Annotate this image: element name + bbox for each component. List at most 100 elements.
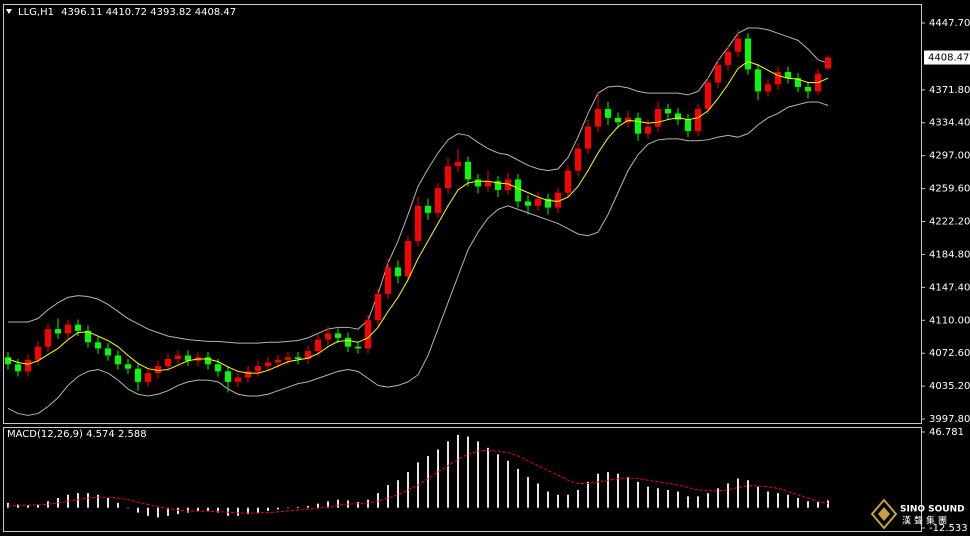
candle-body — [325, 333, 331, 340]
macd-bar — [787, 494, 789, 508]
candle-body — [615, 117, 621, 123]
macd-bar — [287, 507, 289, 509]
y-tick-label: 46.781 — [929, 427, 964, 438]
y-tick-label: 3997.80 — [929, 414, 970, 425]
macd-title: MACD(12,26,9) — [7, 429, 83, 440]
candle-body — [185, 355, 191, 361]
candle-body — [665, 109, 671, 114]
menu-arrow — [6, 9, 12, 14]
candle-body — [135, 368, 141, 382]
macd-bar — [667, 489, 669, 508]
macd-bar — [267, 507, 269, 511]
logo — [870, 498, 898, 530]
candle-body — [175, 355, 181, 360]
macd-bar — [507, 460, 509, 508]
y-tick-label: 4371.80 — [929, 85, 970, 96]
macd-bar — [167, 507, 169, 516]
candle-body — [125, 364, 131, 369]
candle-body — [145, 373, 151, 382]
candle-body — [785, 72, 791, 79]
candle-body — [775, 72, 781, 85]
macd-bar — [487, 447, 489, 508]
y-tick-label: 4259.60 — [929, 184, 970, 195]
candle-body — [355, 346, 361, 349]
y-tick-label: 4334.40 — [929, 118, 970, 129]
macd-bar — [147, 507, 149, 516]
candle-body — [415, 205, 421, 242]
macd-bar — [687, 496, 689, 508]
macd-bar — [657, 488, 659, 508]
candle-body — [725, 51, 731, 65]
candle-body — [795, 78, 801, 87]
candle-body — [435, 188, 441, 213]
logo-core — [878, 507, 890, 521]
watermark: SINO SOUND 漢聲集團 — [870, 498, 965, 530]
macd-bar — [7, 502, 9, 508]
candle-body — [565, 170, 571, 193]
macd-bar — [327, 501, 329, 508]
y-tick-label: 4110.00 — [929, 315, 970, 326]
candle-body — [535, 198, 541, 206]
y-tick-label: 4222.20 — [929, 217, 970, 228]
candle-body — [165, 359, 171, 367]
candle-body — [605, 109, 611, 118]
price-box — [924, 50, 970, 65]
candle-body — [805, 86, 811, 92]
candle-body — [595, 109, 601, 127]
macd-bar — [567, 494, 569, 508]
macd-bar — [117, 502, 119, 508]
macd-bar — [427, 455, 429, 508]
moving-average — [7, 60, 829, 374]
macd-bar — [397, 480, 399, 508]
macd-bar — [177, 507, 179, 515]
macd-bar — [647, 486, 649, 508]
candle-body — [515, 179, 521, 202]
macd-bar — [467, 436, 469, 508]
candle-body — [705, 82, 711, 110]
chart-header: LLG,H1 4396.11 4410.72 4393.82 4408.47 — [18, 7, 236, 18]
y-tick-label: 4297.00 — [929, 151, 970, 162]
y-tick-label: 4184.80 — [929, 249, 970, 260]
macd-bar — [87, 493, 89, 508]
candle-body — [115, 355, 121, 365]
candle-body — [275, 359, 281, 363]
macd-bar — [517, 468, 519, 508]
candle-body — [585, 126, 591, 149]
candle-body — [465, 161, 471, 180]
macd-bar — [337, 499, 339, 508]
macd-bar — [527, 476, 529, 508]
macd-bar — [717, 488, 719, 508]
header-close: 4408.47 — [195, 7, 236, 18]
candle-body — [305, 351, 311, 360]
candle-body — [75, 324, 81, 331]
macd-bar — [587, 481, 589, 508]
macd-bar — [677, 491, 679, 508]
watermark-subtitle: 漢聲集團 — [902, 515, 950, 527]
macd-bar — [97, 494, 99, 508]
candle-body — [255, 366, 261, 372]
macd-bar — [257, 507, 259, 513]
candle-body — [365, 320, 371, 349]
macd-bar — [617, 473, 619, 508]
macd-header: MACD(12,26,9) 4.574 2.588 — [7, 429, 147, 440]
candle-body — [505, 179, 511, 190]
macd-bar — [17, 504, 19, 508]
macd-bar — [767, 491, 769, 508]
candle-body — [825, 57, 831, 69]
signal-line — [7, 449, 829, 514]
macd-bar — [437, 449, 439, 508]
macd-bar — [607, 472, 609, 508]
macd-bar — [197, 507, 199, 511]
main-panel-frame — [3, 4, 922, 424]
candle-body — [575, 148, 581, 171]
macd-bar — [637, 481, 639, 508]
macd-bar — [357, 502, 359, 508]
macd-bar — [387, 485, 389, 508]
macd-panel-frame — [3, 427, 922, 532]
candle-body — [635, 117, 641, 134]
macd-bar — [37, 504, 39, 508]
macd-bar — [697, 496, 699, 508]
candle-body — [35, 346, 41, 360]
candle-body — [45, 329, 51, 347]
